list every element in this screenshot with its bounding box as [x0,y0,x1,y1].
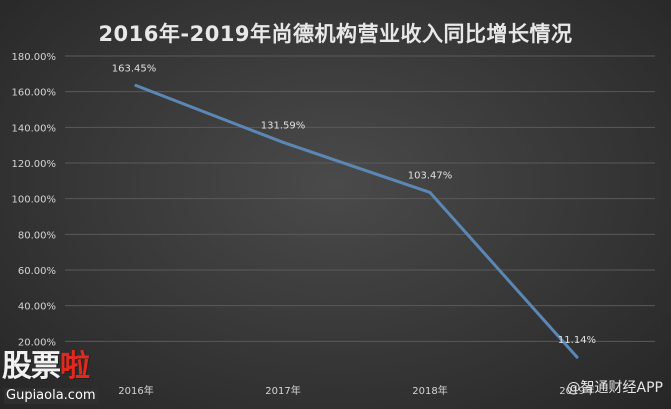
y-tick-label: 120.00% [12,159,57,170]
x-tick-label: 2016年 [118,384,153,397]
data-point [281,140,285,144]
data-label: 11.14% [558,335,596,346]
series-line [134,84,579,359]
data-point [575,355,579,359]
data-label: 103.47% [408,170,453,181]
chart-title: 2016年-2019年尚德机构营业收入同比增长情况 [98,22,573,46]
data-point [428,190,432,194]
data-label: 163.45% [112,64,157,75]
gupiaola-watermark: 股票啦 Gupiaola.com [2,350,118,408]
y-tick-label: 40.00% [18,302,56,313]
y-tick-label: 80.00% [18,230,56,241]
x-tick-label: 2019年 [559,384,594,397]
y-tick-label: 180.00% [12,52,57,63]
data-label: 131.59% [261,120,306,131]
y-tick-label: 100.00% [12,195,57,206]
zhitong-watermark: @智通财经APP [566,380,663,396]
gupiaola-site-text: Gupiaola.com [4,388,98,404]
x-tick-label: 2017年 [265,384,300,397]
data-point [134,84,138,88]
y-tick-label: 60.00% [18,266,56,277]
y-tick-label: 20.00% [18,337,56,348]
x-tick-label: 2018年 [412,384,447,397]
logo-text-main: 股票 [2,349,61,384]
logo-text-accent: 啦 [60,349,90,384]
y-tick-label: 160.00% [12,88,57,99]
y-tick-label: 140.00% [12,123,57,134]
gupiaola-logo: 股票啦 [2,349,90,384]
